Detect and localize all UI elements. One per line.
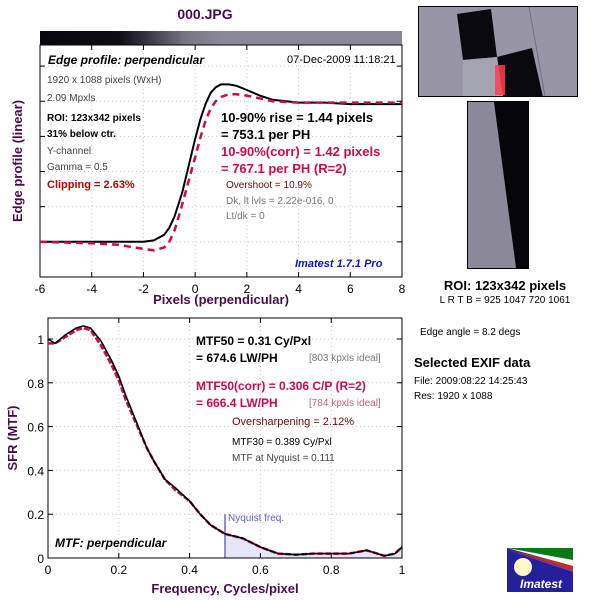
result-rise-corr: 10-90%(corr) = 1.42 pixels xyxy=(221,144,381,159)
mtf-chart: 0 0.2 0.4 0.6 0.8 1 0 0.2 0.4 0.6 0.8 1 SFR (MTF) F… xyxy=(5,317,406,596)
roi-coordinates: L R T B = 925 1047 720 1061 xyxy=(439,295,571,306)
mtf-xtick-label: 0.2 xyxy=(110,563,127,577)
result-mtf50-corr-lw: = 666.4 LW/PH xyxy=(196,396,278,410)
edge-xtick-label: -4 xyxy=(86,282,97,296)
mtf-ytick-label: 0.4 xyxy=(27,464,44,478)
mtf-ytick-label: 0.8 xyxy=(27,377,44,391)
roi-thumbnail xyxy=(467,101,529,269)
logo-text: Imatest xyxy=(520,577,563,591)
edge-xlabel: Pixels (perpendicular) xyxy=(153,292,289,307)
result-levels: Dk, lt lvls = 2.22e-016, 0 xyxy=(226,196,334,207)
edge-timestamp: 07-Dec-2009 11:18:21 xyxy=(287,54,396,66)
edge-xtick-label: -2 xyxy=(138,282,149,296)
mtf-ylabel: SFR (MTF) xyxy=(5,406,20,471)
roi-title: ROI: 123x342 pixels xyxy=(443,278,567,293)
imatest-watermark: Imatest 1.7.1 Pro xyxy=(295,258,383,270)
mtf-line-uncorrected xyxy=(47,325,403,557)
edge-xtick-label: 4 xyxy=(295,282,302,296)
info-resolution: 1920 x 1088 pixels (WxH) xyxy=(47,75,162,86)
edge-line-corrected xyxy=(39,92,402,252)
roi-highlight xyxy=(495,65,505,95)
mtf-subtitle: MTF: perpendicular xyxy=(55,536,167,550)
edge-profile-chart: -6 -4 -2 0 2 4 6 8 Edge profile (linear) Pixels… xyxy=(10,31,406,307)
info-mpxls: 2.09 Mpxls xyxy=(47,93,96,104)
result-mtf50-corr: MTF50(corr) = 0.306 C/P (R=2) xyxy=(196,379,366,393)
edge-xtick-label: -6 xyxy=(35,282,46,296)
info-roi-position: 31% below ctr. xyxy=(47,129,116,140)
edge-xtick-label: 0 xyxy=(192,282,199,296)
edge-angle: Edge angle = 8.2 degs xyxy=(420,327,521,338)
result-overshoot: Overshoot = 10.9% xyxy=(226,180,312,191)
mtf-ytick-label: 0.6 xyxy=(27,421,44,435)
imatest-logo: Imatest xyxy=(507,548,573,592)
result-mtf50-corr-ideal: [784 kpxls ideal] xyxy=(309,398,381,409)
result-mtf50: MTF50 = 0.31 Cy/Pxl xyxy=(196,334,312,348)
mtf-ytick-label: 0 xyxy=(37,552,44,566)
checker-image xyxy=(419,7,577,96)
mtf-xtick-label: 1 xyxy=(399,563,406,577)
edge-subtitle: Edge profile: perpendicular xyxy=(48,53,205,67)
exif-title: Selected EXIF data xyxy=(414,355,531,370)
window-title: 000.JPG xyxy=(177,6,233,22)
edge-ylabel: Edge profile (linear) xyxy=(10,100,25,222)
mtf-xtick-label: 0.4 xyxy=(181,563,198,577)
exif-res: Res: 1920 x 1088 xyxy=(414,391,493,402)
imatest-logo-icon: Imatest xyxy=(507,548,573,592)
result-lt-dk: Lt/dk = 0 xyxy=(226,211,265,222)
info-roi: ROI: 123x342 pixels xyxy=(47,113,141,124)
exif-file: File: 2009:08:22 14:25:43 xyxy=(414,376,528,387)
mtf-ytick-label: 1 xyxy=(37,333,44,347)
edge-xtick-label: 6 xyxy=(347,282,354,296)
result-mtf50-ideal: [803 kpxls ideal] xyxy=(309,353,381,364)
roi-edge-image xyxy=(468,102,528,268)
nyquist-label: Nyquist freq. xyxy=(228,513,285,524)
mtf-xtick-label: 0 xyxy=(45,563,52,577)
result-rise: 10-90% rise = 1.44 pixels xyxy=(221,110,374,125)
result-mtf50-lw: = 674.6 LW/PH xyxy=(196,351,278,365)
edge-xtick-label: 2 xyxy=(244,282,251,296)
info-clipping: Clipping = 2.63% xyxy=(47,179,135,191)
result-mtf30: MTF30 = 0.389 Cy/Pxl xyxy=(232,437,332,448)
info-channel: Y-channel xyxy=(47,146,92,157)
result-oversharpening: Oversharpening = 2.12% xyxy=(232,416,354,428)
result-nyquist-mtf: MTF at Nyquist = 0.111 xyxy=(232,453,335,464)
full-image-thumbnail xyxy=(418,6,578,97)
mtf-xtick-label: 0.8 xyxy=(323,563,340,577)
edge-plot-frame xyxy=(39,44,403,278)
result-rise-corr-ph: = 767.1 per PH (R=2) xyxy=(221,161,347,176)
gray-level-bar xyxy=(40,31,402,45)
edge-xtick-label: 8 xyxy=(399,282,406,296)
mtf-plot-frame xyxy=(47,317,403,559)
mtf-xlabel: Frequency, Cycles/pixel xyxy=(151,581,298,596)
info-gamma: Gamma = 0.5 xyxy=(47,162,108,173)
mtf-ytick-label: 0.2 xyxy=(27,508,44,522)
mtf-xtick-label: 0.6 xyxy=(252,563,269,577)
result-rise-ph: = 753.1 per PH xyxy=(221,127,311,142)
